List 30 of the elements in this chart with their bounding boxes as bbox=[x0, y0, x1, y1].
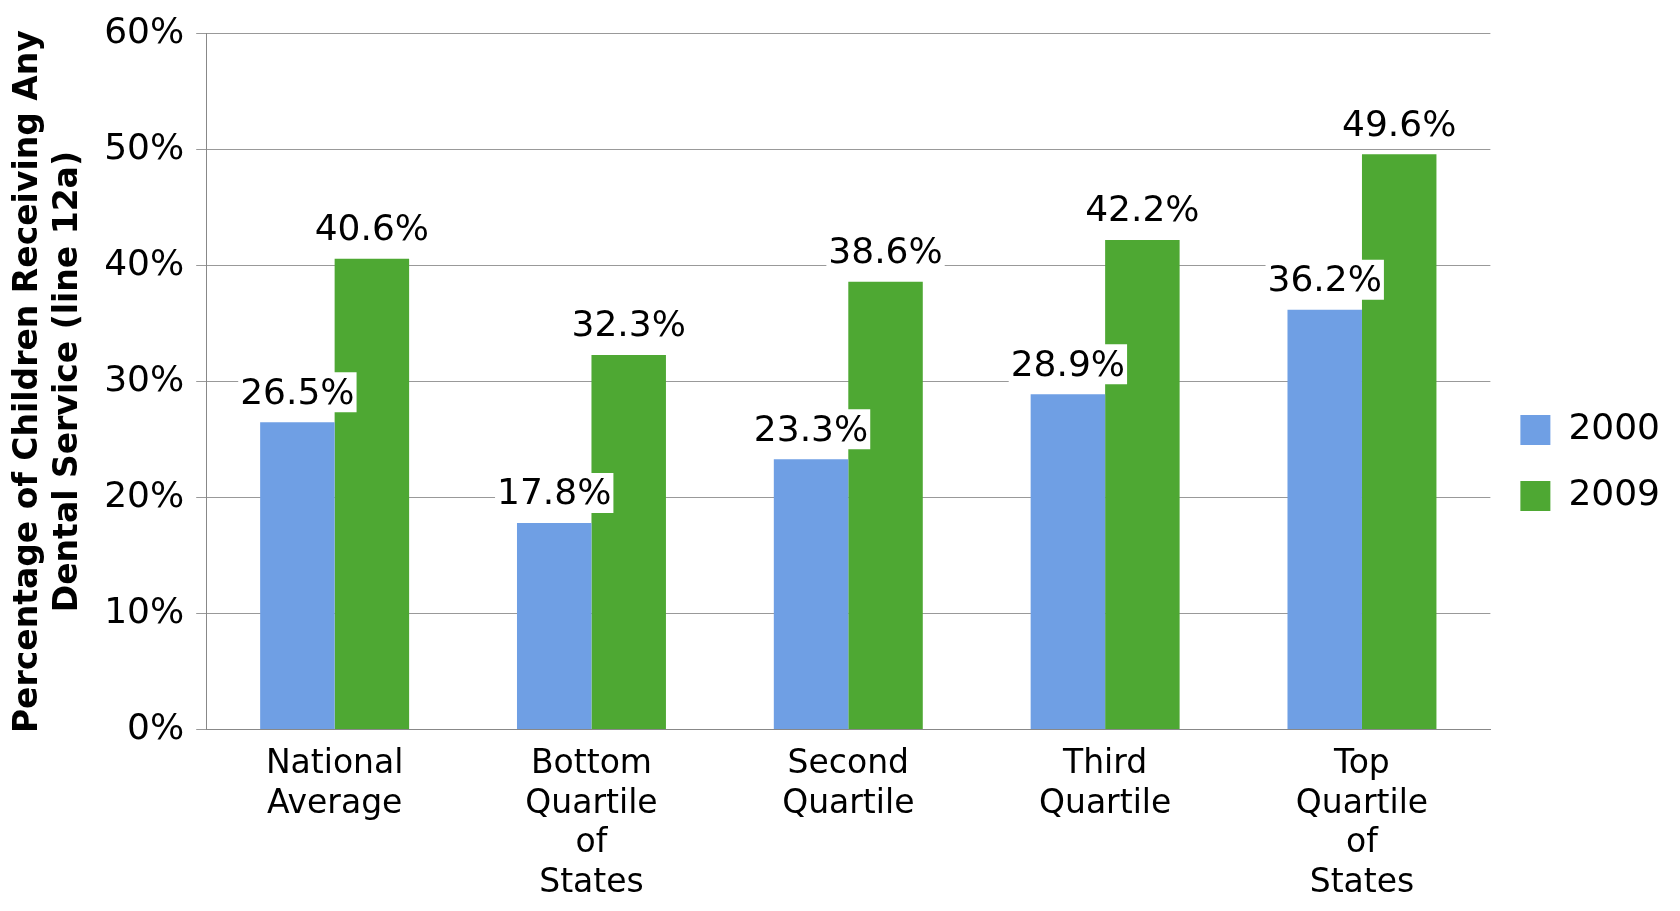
y-axis-title: Percentage of Children Receiving Any Dental Service (line 12a) bbox=[6, 30, 85, 734]
bar bbox=[1287, 309, 1362, 730]
y-tick-label: 30% bbox=[104, 357, 185, 399]
x-tick-label: Bottom Quartile of States bbox=[525, 741, 658, 900]
data-label: 42.2% bbox=[1085, 188, 1200, 230]
legend-label: 2009 bbox=[1568, 472, 1661, 514]
data-label: 38.6% bbox=[828, 230, 943, 272]
x-tick-label: Third Quartile bbox=[1039, 741, 1172, 821]
y-tick-label: 10% bbox=[104, 589, 185, 631]
data-label: 32.3% bbox=[571, 303, 686, 345]
x-tick-label: Second Quartile bbox=[782, 741, 915, 821]
data-label: 26.5% bbox=[240, 370, 355, 412]
data-label: 49.6% bbox=[1342, 102, 1457, 144]
data-label: 23.3% bbox=[753, 407, 869, 449]
x-tick-label: Top Quartile of States bbox=[1295, 741, 1429, 900]
data-label: 28.9% bbox=[1010, 342, 1126, 384]
data-label: 17.8% bbox=[497, 471, 612, 513]
y-tick-label: 0% bbox=[127, 705, 185, 747]
legend-label: 2000 bbox=[1568, 406, 1661, 448]
bar bbox=[1030, 394, 1106, 730]
y-tick-label: 20% bbox=[104, 473, 185, 515]
data-label: 36.2% bbox=[1267, 258, 1382, 300]
bar bbox=[516, 523, 592, 730]
y-tick-label: 40% bbox=[104, 241, 185, 283]
bar bbox=[773, 459, 849, 730]
y-tick-label: 60% bbox=[104, 9, 185, 51]
bar bbox=[260, 422, 335, 730]
x-tick-label: National Average bbox=[265, 741, 404, 821]
data-label: 40.6% bbox=[314, 207, 430, 248]
y-tick-label: 50% bbox=[104, 125, 185, 167]
